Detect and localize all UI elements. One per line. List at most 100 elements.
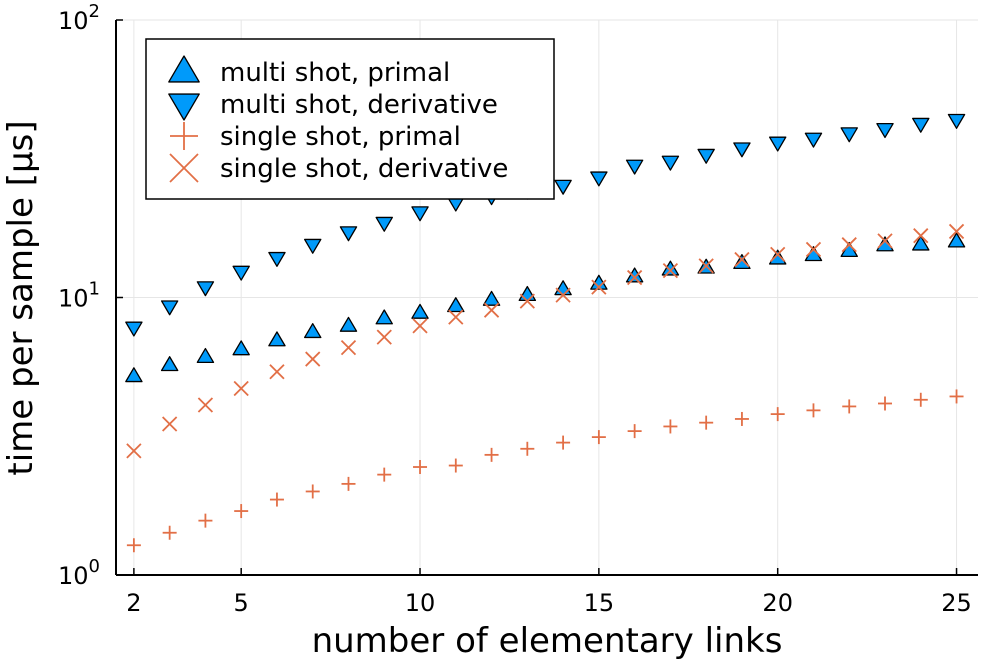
data-point [805, 241, 822, 258]
data-point [339, 226, 358, 242]
data-point [303, 323, 322, 339]
series-4 [126, 223, 965, 459]
legend-label: multi shot, primal [220, 58, 450, 88]
data-point [625, 267, 644, 283]
legend-item: multi shot, derivative [168, 90, 498, 121]
data-point [663, 419, 678, 434]
data-point [484, 447, 499, 462]
data-point [483, 302, 500, 318]
data-point [234, 504, 249, 519]
data-point [162, 525, 177, 540]
data-point [197, 397, 214, 413]
x-tick-label: 25 [941, 589, 972, 617]
data-point [482, 290, 501, 306]
data-point [412, 318, 428, 334]
data-point [841, 237, 857, 253]
data-point [734, 251, 750, 268]
x-tick-label: 20 [762, 589, 793, 617]
series-3 [126, 389, 964, 553]
data-point [590, 171, 608, 187]
y-tick-base: 10 [58, 285, 89, 313]
data-point [733, 253, 751, 270]
x-tick-labels: 2 5 10 15 20 25 [126, 568, 972, 617]
data-point [768, 136, 787, 152]
data-point [842, 399, 857, 414]
data-point [698, 258, 714, 274]
data-point [627, 424, 642, 439]
data-point [162, 416, 178, 432]
x-tick-label: 5 [234, 589, 249, 617]
data-point [196, 281, 215, 297]
data-point [770, 407, 785, 422]
data-point [733, 142, 751, 158]
data-point [375, 309, 393, 325]
data-point [947, 232, 966, 248]
data-point [591, 279, 607, 295]
legend-marker [168, 93, 200, 121]
data-point [377, 467, 392, 482]
data-point [125, 367, 143, 383]
legend-item: single shot, derivative [169, 153, 508, 184]
y-tick-exponent: 2 [89, 1, 100, 22]
data-point [661, 155, 680, 171]
data-point [448, 309, 464, 325]
series-1 [125, 232, 966, 383]
y-tick-label: 101 [58, 279, 100, 313]
data-point [804, 132, 823, 148]
data-point [519, 293, 535, 309]
legend-label: single shot, primal [220, 122, 461, 152]
data-point [375, 216, 393, 232]
data-point [518, 285, 537, 302]
data-point [411, 303, 429, 319]
data-point [413, 460, 428, 475]
x-tick-label: 10 [405, 589, 436, 617]
legend-marker [170, 122, 198, 150]
data-point [912, 235, 930, 251]
legend-marker [169, 153, 199, 183]
data-point [305, 484, 320, 499]
legend-label: single shot, derivative [220, 154, 508, 184]
data-point [948, 223, 965, 240]
data-point [555, 287, 571, 303]
data-point [232, 265, 250, 281]
data-point [554, 179, 572, 195]
y-tick-base: 10 [58, 562, 89, 590]
data-point [699, 415, 714, 430]
y-tick-base: 10 [58, 7, 89, 35]
data-point [447, 297, 465, 313]
data-point [448, 458, 463, 473]
legend-item: multi shot, primal [168, 55, 450, 88]
data-point [232, 340, 250, 356]
y-tick-exponent: 1 [89, 279, 100, 300]
data-point [520, 441, 535, 456]
data-point [877, 233, 893, 249]
y-tick-label: 100 [58, 556, 100, 590]
series-2 [125, 113, 966, 337]
legend-label: multi shot, derivative [220, 90, 498, 120]
data-point [339, 316, 358, 332]
data-point [233, 380, 249, 397]
data-point [878, 396, 893, 411]
legend-item: single shot, primal [170, 122, 461, 152]
data-point [268, 331, 286, 347]
data-point [591, 430, 606, 445]
data-point [913, 392, 928, 407]
data-point [126, 538, 141, 553]
data-point [661, 260, 680, 276]
data-point [411, 206, 429, 222]
data-point [196, 347, 215, 363]
data-point [913, 228, 929, 244]
data-point [912, 117, 930, 133]
data-point [125, 321, 143, 337]
data-point [303, 238, 322, 254]
data-point [305, 351, 321, 367]
legend-marker [168, 55, 200, 83]
data-point [947, 113, 966, 129]
data-point [198, 513, 213, 528]
x-tick-label: 2 [126, 589, 141, 617]
data-points [125, 113, 966, 553]
x-tick-label: 15 [584, 589, 615, 617]
data-point [160, 300, 179, 316]
